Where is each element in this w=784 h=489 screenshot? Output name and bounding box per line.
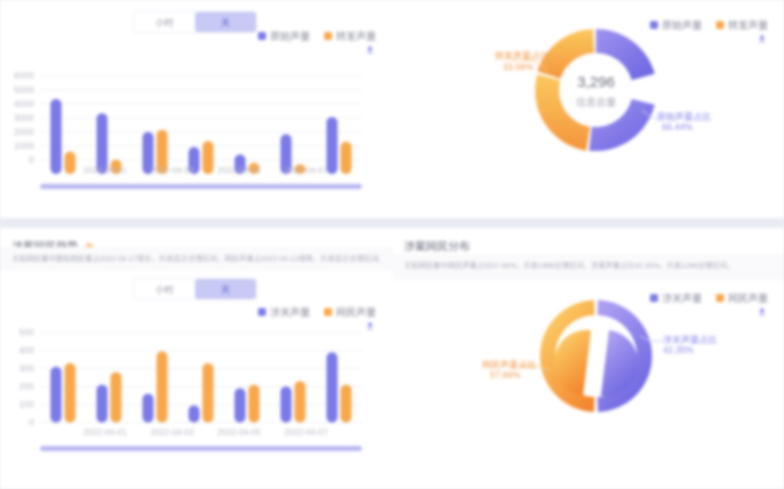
svg-text:33.56%: 33.56% bbox=[503, 62, 534, 72]
svg-text:2022-04-01: 2022-04-01 bbox=[83, 165, 127, 175]
svg-text:42.35%: 42.35% bbox=[663, 345, 694, 355]
svg-text:信息总量: 信息总量 bbox=[576, 96, 616, 109]
svg-text:原始声量占比: 原始声量占比 bbox=[657, 111, 711, 122]
svg-text:转发声量占比: 转发声量占比 bbox=[495, 50, 549, 61]
svg-text:2022-04-03: 2022-04-03 bbox=[150, 165, 194, 175]
svg-text:57.66%: 57.66% bbox=[490, 370, 521, 380]
svg-text:6000: 6000 bbox=[14, 71, 34, 81]
svg-text:2022-04-05: 2022-04-05 bbox=[217, 427, 261, 437]
svg-text:涉关声量占比: 涉关声量占比 bbox=[663, 334, 717, 345]
svg-text:100: 100 bbox=[19, 400, 34, 410]
svg-text:3,296: 3,296 bbox=[577, 74, 615, 91]
svg-text:400: 400 bbox=[19, 346, 34, 356]
svg-text:5000: 5000 bbox=[14, 85, 34, 95]
svg-text:300: 300 bbox=[19, 364, 34, 374]
svg-text:0: 0 bbox=[29, 418, 34, 428]
svg-text:3000: 3000 bbox=[14, 113, 34, 123]
svg-text:2022-04-01: 2022-04-01 bbox=[83, 427, 127, 437]
svg-text:2022-04-03: 2022-04-03 bbox=[150, 427, 194, 437]
svg-text:4000: 4000 bbox=[14, 99, 34, 109]
svg-text:2022-04-05: 2022-04-05 bbox=[217, 165, 261, 175]
svg-text:2000: 2000 bbox=[14, 127, 34, 137]
svg-text:0: 0 bbox=[29, 155, 34, 165]
svg-text:200: 200 bbox=[19, 382, 34, 392]
svg-text:66.44%: 66.44% bbox=[662, 122, 693, 132]
svg-text:500: 500 bbox=[19, 328, 34, 338]
svg-text:2022-04-07: 2022-04-07 bbox=[284, 165, 328, 175]
svg-text:1000: 1000 bbox=[14, 141, 34, 151]
svg-text:网民声量占比: 网民声量占比 bbox=[482, 359, 536, 370]
svg-text:2022-04-07: 2022-04-07 bbox=[284, 427, 328, 437]
